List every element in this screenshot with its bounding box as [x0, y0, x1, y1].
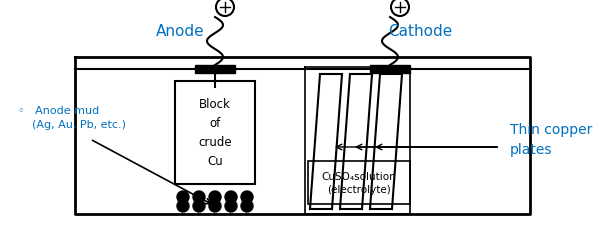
Circle shape: [193, 191, 205, 203]
Circle shape: [193, 200, 205, 212]
Circle shape: [177, 200, 189, 212]
Bar: [175, 82, 255, 184]
Circle shape: [241, 200, 253, 212]
Text: Block
of
crude
Cu: Block of crude Cu: [198, 98, 232, 168]
Circle shape: [225, 200, 237, 212]
Circle shape: [225, 191, 237, 203]
Circle shape: [209, 200, 221, 212]
Bar: [195, 66, 235, 74]
Circle shape: [241, 191, 253, 203]
Text: Thin copper
plates: Thin copper plates: [510, 123, 592, 156]
Circle shape: [209, 191, 221, 203]
Bar: [308, 161, 410, 204]
Text: Cathode: Cathode: [388, 25, 452, 39]
Text: Anode: Anode: [156, 25, 204, 39]
Text: CuSO₄solution
(electrolyte): CuSO₄solution (electrolyte): [321, 171, 396, 194]
Bar: [370, 66, 410, 74]
Text: ◦   Anode mud
    (Ag, Au, Pb, etc.): ◦ Anode mud (Ag, Au, Pb, etc.): [18, 106, 126, 129]
Circle shape: [177, 191, 189, 203]
